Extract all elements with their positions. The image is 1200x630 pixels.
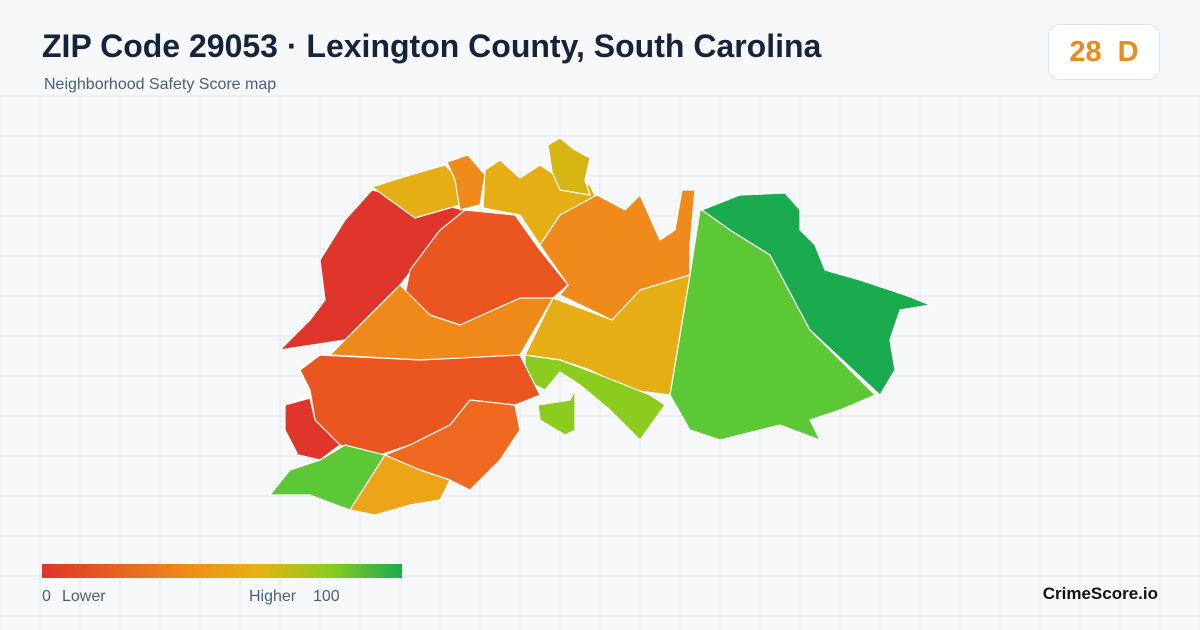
- brand: CrimeScore.io: [1042, 584, 1158, 603]
- region: [547, 137, 591, 196]
- subtitle: Neighborhood Safety Score map: [44, 76, 277, 93]
- zip-regions: [269, 137, 931, 516]
- region: [701, 192, 931, 396]
- region: [539, 189, 696, 321]
- legend-max: 100: [313, 588, 340, 605]
- region: [269, 444, 386, 511]
- region: [446, 154, 486, 211]
- region: [524, 354, 666, 441]
- legend-min: 0: [42, 588, 51, 605]
- region: [349, 454, 451, 516]
- region: [284, 397, 341, 461]
- grade: D: [1117, 35, 1139, 68]
- legend-min-label: Lower: [62, 588, 106, 605]
- score: 28: [1069, 35, 1102, 68]
- legend-max-label: Higher: [249, 588, 297, 605]
- legend-gradient: [42, 564, 402, 578]
- region: [537, 389, 576, 436]
- title: ZIP Code 29053 · Lexington County, South…: [42, 28, 822, 64]
- score-badge: 28 D: [1048, 24, 1160, 80]
